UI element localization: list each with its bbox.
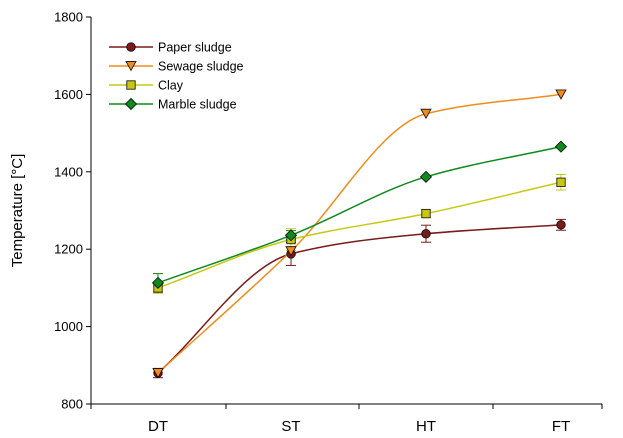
data-point-paper-sludge — [421, 228, 431, 239]
y-tick-label: 1400 — [54, 164, 83, 179]
series-paper-sludge — [153, 218, 566, 379]
series-layer — [151, 89, 568, 379]
y-tick-label: 1200 — [54, 242, 83, 257]
legend-label: Marble sludge — [158, 98, 237, 112]
legend-label: Sewage sludge — [158, 60, 244, 74]
series-line-marble-sludge — [157, 145, 562, 284]
data-point-clay — [556, 177, 566, 187]
x-tick-label: FT — [552, 418, 570, 435]
series-markers-paper-sludge — [153, 220, 566, 378]
data-point-marble-sludge — [284, 229, 298, 242]
series-sewage-sludge — [157, 93, 562, 374]
data-point-marble-sludge — [151, 276, 165, 290]
legend-item-sewage-sludge: Sewage sludge — [109, 60, 244, 74]
series-line-paper-sludge — [157, 224, 562, 374]
legend-marker — [126, 42, 136, 52]
series-line-clay — [157, 181, 562, 289]
data-point-clay — [421, 208, 431, 219]
data-point-paper-sludge — [556, 220, 566, 230]
y-axis-title: Temperature [°C] — [9, 154, 26, 268]
x-tick-label: HT — [416, 418, 436, 435]
y-tick-label: 1000 — [54, 319, 83, 334]
series-line-sewage-sludge — [157, 93, 562, 374]
data-point-sewage-sludge — [420, 108, 432, 120]
x-tick-label: ST — [281, 418, 300, 435]
data-point-marble-sludge — [554, 140, 568, 153]
series-markers-marble-sludge — [151, 140, 568, 290]
legend-item-clay: Clay — [109, 79, 184, 93]
legend-item-marble-sludge: Marble sludge — [109, 98, 237, 112]
data-point-sewage-sludge — [555, 89, 567, 100]
y-tick-label: 1600 — [54, 87, 83, 102]
data-point-marble-sludge — [419, 170, 433, 183]
legend-label: Clay — [158, 79, 184, 93]
series-markers-sewage-sludge — [152, 89, 567, 379]
legend-item-paper-sludge: Paper sludge — [109, 41, 232, 55]
legend-marker — [125, 61, 137, 72]
y-tick-label: 800 — [61, 397, 83, 412]
legend-marker — [126, 80, 136, 90]
data-point-sewage-sludge — [285, 246, 297, 257]
axes: 800 1000 1200 1400 1600 1800 DT ST HT FT — [54, 10, 603, 435]
y-tick-label: 1800 — [54, 10, 83, 25]
legend-marker — [124, 97, 138, 111]
data-point-sewage-sludge — [152, 368, 164, 379]
x-tick-label: DT — [148, 418, 168, 435]
series-marble-sludge — [153, 145, 562, 293]
legend-label: Paper sludge — [158, 41, 232, 55]
series-clay — [153, 174, 566, 294]
legend: Paper sludge Sewage sludge Clay Marble slud… — [109, 41, 244, 112]
